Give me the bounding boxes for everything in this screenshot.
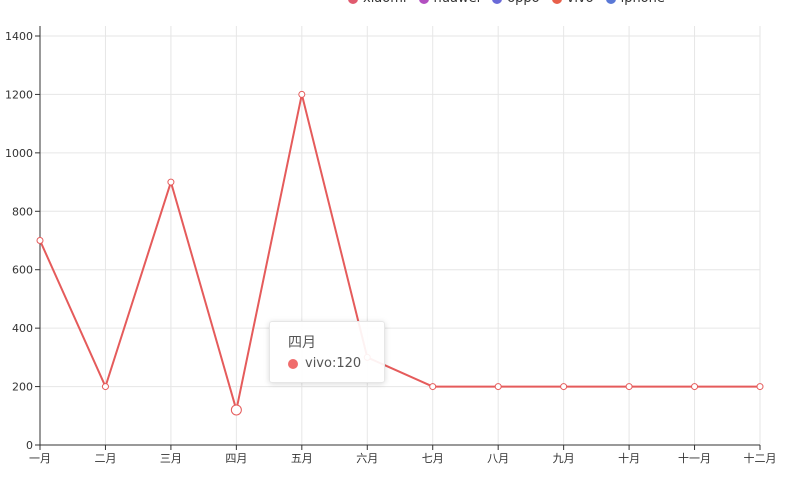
series-line-vivo — [39, 94, 760, 411]
x-tick-label: 六月 — [356, 452, 378, 465]
legend-label: iphone — [621, 0, 665, 6]
tooltip-value: vivo:120 — [305, 356, 362, 371]
x-tick-label: 二月 — [94, 452, 116, 465]
x-tick-label: 十二月 — [744, 451, 777, 465]
legend-marker — [605, 0, 616, 4]
data-point — [429, 383, 437, 391]
x-tick-label: 七月 — [422, 452, 444, 465]
series-group — [36, 90, 764, 416]
x-tick-label: 三月 — [160, 452, 182, 465]
tooltip-series-marker — [288, 358, 298, 369]
tooltip-row: vivo:120 — [288, 356, 384, 371]
legend-item-huawei[interactable]: huawei — [418, 0, 481, 6]
y-tick-label: 800 — [12, 205, 33, 218]
data-point — [625, 383, 633, 391]
x-axis-tick-labels: 一月 二月 三月 四月 五月 六月 七月 八月 九月 十月 十一月 十二月 — [29, 451, 777, 465]
data-point — [494, 383, 502, 391]
data-point — [230, 404, 242, 416]
legend-marker — [348, 0, 358, 4]
y-axis-tick-labels: 0 200 400 600 800 1000 1200 1400 — [5, 30, 33, 452]
legend-label: xiaomi — [363, 0, 407, 6]
x-tick-label: 四月 — [225, 452, 247, 465]
y-tick-label: 1000 — [5, 147, 33, 160]
legend-marker — [551, 0, 562, 4]
legend-marker — [418, 0, 429, 4]
x-tick-label: 十月 — [618, 451, 640, 465]
grid-lines — [40, 26, 761, 445]
y-tick-label: 200 — [12, 381, 33, 394]
legend-label: oppo — [507, 0, 539, 6]
legend: xiaomi huawei oppo vivo iphone — [348, 0, 665, 6]
y-tick-label: 600 — [12, 264, 33, 277]
legend-item-oppo[interactable]: oppo — [492, 0, 540, 6]
y-tick-label: 1200 — [5, 88, 33, 101]
data-point — [560, 383, 568, 391]
legend-label: vivo — [567, 0, 594, 6]
tooltip: 四月 vivo:120 — [269, 321, 385, 383]
legend-label: huawei — [434, 0, 481, 6]
y-tick-label: 400 — [12, 322, 33, 335]
legend-marker — [492, 0, 503, 4]
data-point — [101, 383, 109, 391]
axes — [35, 26, 761, 450]
legend-item-vivo[interactable]: vivo — [551, 0, 594, 6]
data-point — [36, 237, 44, 244]
data-point — [756, 383, 764, 391]
data-point — [298, 90, 306, 98]
x-tick-label: 一月 — [29, 452, 51, 465]
y-tick-label: 0 — [26, 439, 33, 452]
x-tick-label: 十一月 — [678, 451, 711, 465]
x-tick-label: 八月 — [487, 452, 509, 465]
x-tick-label: 九月 — [553, 452, 575, 465]
tooltip-title: 四月 — [288, 335, 316, 351]
y-tick-label: 1400 — [5, 30, 33, 43]
legend-item-iphone[interactable]: iphone — [605, 0, 665, 6]
legend-item-xiaomi[interactable]: xiaomi — [348, 0, 407, 6]
x-tick-label: 五月 — [291, 452, 313, 465]
data-point — [167, 178, 175, 186]
data-point — [691, 383, 699, 391]
